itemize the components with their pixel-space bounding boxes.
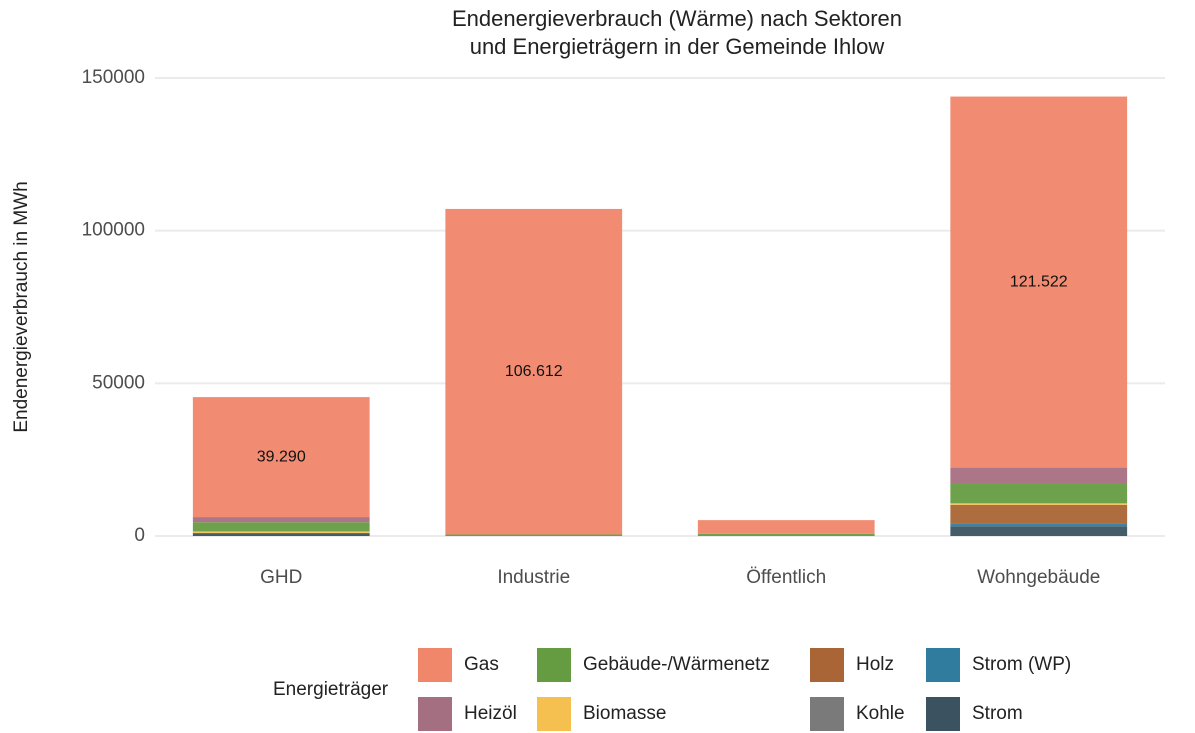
legend-key [537, 648, 571, 682]
bar-segment [950, 503, 1128, 505]
x-tick-label: Industrie [497, 567, 570, 588]
y-tick-label: 100000 [82, 220, 145, 241]
x-tick-label: Öffentlich [746, 567, 826, 588]
legend-label: Gas [464, 654, 499, 675]
legend-key [418, 697, 452, 731]
chart-title: Endenergieverbrauch (Wärme) nach Sektore… [452, 6, 902, 31]
y-tick-label: 150000 [82, 67, 145, 88]
y-axis-label: Endenergieverbrauch in MWh [11, 181, 32, 432]
bar-segment [192, 517, 370, 523]
legend-label: Strom (WP) [972, 654, 1071, 675]
legend-label: Biomasse [583, 703, 666, 724]
legend-key [810, 648, 844, 682]
bar-segment [192, 397, 370, 518]
legend-key [418, 648, 452, 682]
bar-segment [950, 96, 1128, 468]
legend-title: Energieträger [273, 679, 389, 700]
bar-segment [950, 504, 1128, 524]
chart-title: und Energieträgern in der Gemeinde Ihlow [470, 34, 885, 59]
bar-segment [950, 526, 1128, 536]
legend-key [537, 697, 571, 731]
legend-label: Holz [856, 654, 894, 675]
bar-segment [192, 522, 370, 532]
legend-label: Gebäude-/Wärmenetz [583, 654, 770, 675]
legend-label: Strom [972, 703, 1023, 724]
x-tick-label: GHD [260, 567, 302, 588]
legend-key [810, 697, 844, 731]
bar-segment [697, 533, 875, 536]
bar-segment [697, 520, 875, 534]
x-tick-label: Wohngebäude [977, 567, 1100, 588]
bar-segment [192, 531, 370, 533]
y-tick-label: 0 [134, 525, 145, 546]
bar-segment [950, 523, 1128, 527]
value-label: 39.290 [257, 448, 306, 465]
bar-segment [950, 467, 1128, 484]
y-tick-label: 50000 [92, 372, 145, 393]
bar-segment [192, 532, 370, 534]
bar-segment [445, 534, 623, 536]
legend-key [926, 648, 960, 682]
legend-label: Kohle [856, 703, 905, 724]
bar-segment [192, 533, 370, 536]
bar-segment [950, 483, 1128, 504]
value-label: 106.612 [505, 363, 563, 380]
value-label: 121.522 [1010, 273, 1068, 290]
bar-segment [445, 208, 623, 535]
legend-key [926, 697, 960, 731]
legend-label: Heizöl [464, 703, 517, 724]
